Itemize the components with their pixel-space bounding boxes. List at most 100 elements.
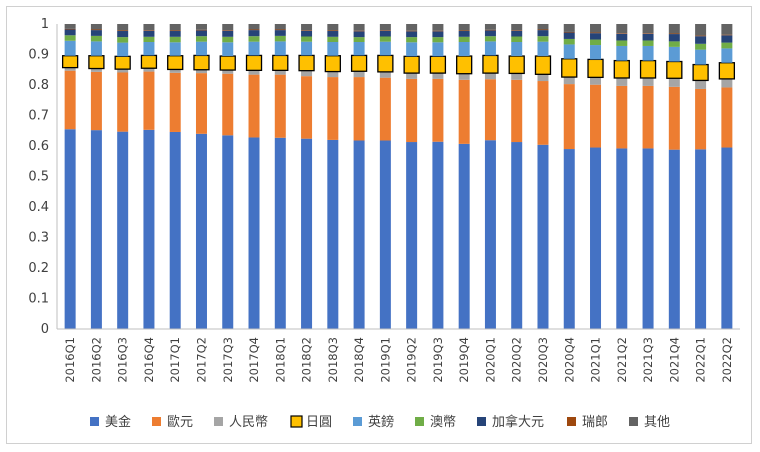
- bar-segment-3: [508, 55, 525, 75]
- bar-segment-4: [642, 45, 654, 61]
- bar-segment-7: [458, 30, 470, 32]
- bar-segment-7: [169, 30, 181, 32]
- bar-segment-6: [537, 30, 549, 37]
- x-tick-label: 2019Q1: [378, 337, 392, 383]
- y-tick-label: 0.5: [28, 170, 49, 185]
- bar-segment-4: [274, 41, 286, 56]
- bar-segment-3: [88, 55, 105, 70]
- bar-segment-8: [301, 24, 313, 31]
- legend-label: 日圓: [306, 415, 332, 430]
- bar-segment-3: [587, 58, 604, 79]
- bar-segment-8: [642, 24, 654, 34]
- bar-segment-3: [561, 58, 578, 78]
- bar-segment-1: [642, 85, 654, 149]
- x-tick-label: 2019Q2: [405, 337, 419, 383]
- bar-segment-6: [222, 30, 234, 37]
- bar-segment-4: [484, 41, 496, 56]
- bar-segment-4: [143, 41, 155, 56]
- legend-label: 人民幣: [229, 415, 268, 430]
- legend-swatch: [477, 417, 486, 426]
- bar-segment-3: [613, 59, 630, 79]
- legend-label: 其他: [644, 415, 670, 430]
- bar-segment-3: [167, 55, 184, 71]
- bar-segment-1: [353, 77, 365, 141]
- bar-segment-0: [143, 129, 155, 329]
- bar-segment-1: [274, 74, 286, 138]
- bar-segment-2: [642, 77, 654, 86]
- bar-segment-3: [193, 54, 210, 71]
- bar-segment-6: [64, 29, 76, 36]
- bar-segment-3: [456, 55, 473, 75]
- x-tick-label: 2017Q1: [168, 337, 182, 383]
- bar-segment-1: [616, 85, 628, 149]
- bar-segment-2: [248, 70, 260, 75]
- bar-segment-6: [642, 33, 654, 41]
- bar-segment-8: [695, 24, 707, 36]
- bar-segment-0: [458, 143, 470, 329]
- bar-segment-1: [563, 84, 575, 150]
- bar-segment-8: [590, 24, 602, 33]
- bar-segment-5: [64, 35, 76, 41]
- bar-segment-5: [458, 36, 470, 42]
- bar-segment-2: [195, 69, 207, 74]
- bar-segment-4: [117, 42, 129, 57]
- bar-segment-4: [222, 42, 234, 57]
- bar-segment-7: [616, 33, 628, 34]
- bar-segment-4: [511, 41, 523, 57]
- y-tick-label: 0.3: [28, 231, 49, 246]
- bar-segment-7: [222, 30, 234, 31]
- bar-segment-5: [143, 36, 155, 42]
- bar-segment-5: [537, 36, 549, 42]
- bar-segment-0: [537, 144, 549, 329]
- bar-segment-0: [353, 140, 365, 329]
- bar-segment-6: [117, 31, 129, 38]
- bar-segment-1: [590, 84, 602, 148]
- bar-segment-8: [248, 24, 260, 30]
- legend-swatch: [152, 417, 161, 426]
- bar-segment-4: [695, 49, 707, 65]
- bar-segment-6: [353, 31, 365, 38]
- bar-segment-1: [379, 77, 391, 141]
- bar-segment-4: [563, 44, 575, 59]
- x-tick-label: 2018Q3: [326, 337, 340, 383]
- bar-segment-6: [379, 30, 391, 37]
- bar-segment-1: [143, 71, 155, 130]
- bar-segment-4: [195, 41, 207, 56]
- bar-segment-2: [406, 73, 418, 79]
- bar-segment-5: [511, 36, 523, 42]
- bar-segment-5: [301, 36, 313, 42]
- bar-segment-6: [195, 30, 207, 37]
- x-tick-label: 2020Q2: [510, 337, 524, 383]
- bar-segment-6: [616, 33, 628, 41]
- x-tick-label: 2018Q4: [352, 337, 366, 383]
- bar-segment-7: [668, 33, 680, 35]
- bar-segment-7: [327, 30, 339, 32]
- x-tick-label: 2016Q1: [63, 337, 77, 383]
- bar-segment-5: [406, 37, 418, 43]
- bar-segment-5: [642, 40, 654, 46]
- chart-frame: [6, 6, 752, 444]
- x-tick-label: 2018Q2: [300, 337, 314, 383]
- bar-segment-6: [143, 30, 155, 37]
- bar-segment-2: [90, 68, 102, 72]
- bar-segment-3: [482, 54, 499, 74]
- bar-segment-1: [195, 73, 207, 134]
- bar-segment-8: [64, 24, 76, 29]
- bar-segment-5: [90, 35, 102, 42]
- legend-label: 澳幣: [430, 414, 456, 430]
- bar-segment-8: [274, 24, 286, 30]
- x-tick-label: 2017Q2: [194, 337, 208, 383]
- bar-segment-1: [327, 77, 339, 140]
- bar-segment-8: [379, 24, 391, 31]
- x-tick-label: 2016Q4: [142, 337, 156, 383]
- bar-segment-7: [301, 30, 313, 31]
- bar-segment-3: [298, 54, 315, 72]
- x-tick-label: 2021Q2: [615, 337, 629, 383]
- legend-swatch: [415, 417, 424, 426]
- bar-segment-3: [219, 55, 236, 71]
- bar-segment-5: [117, 37, 129, 43]
- bar-segment-2: [616, 77, 628, 86]
- bar-segment-2: [143, 68, 155, 72]
- bar-segment-4: [590, 45, 602, 60]
- bar-segment-8: [616, 24, 628, 34]
